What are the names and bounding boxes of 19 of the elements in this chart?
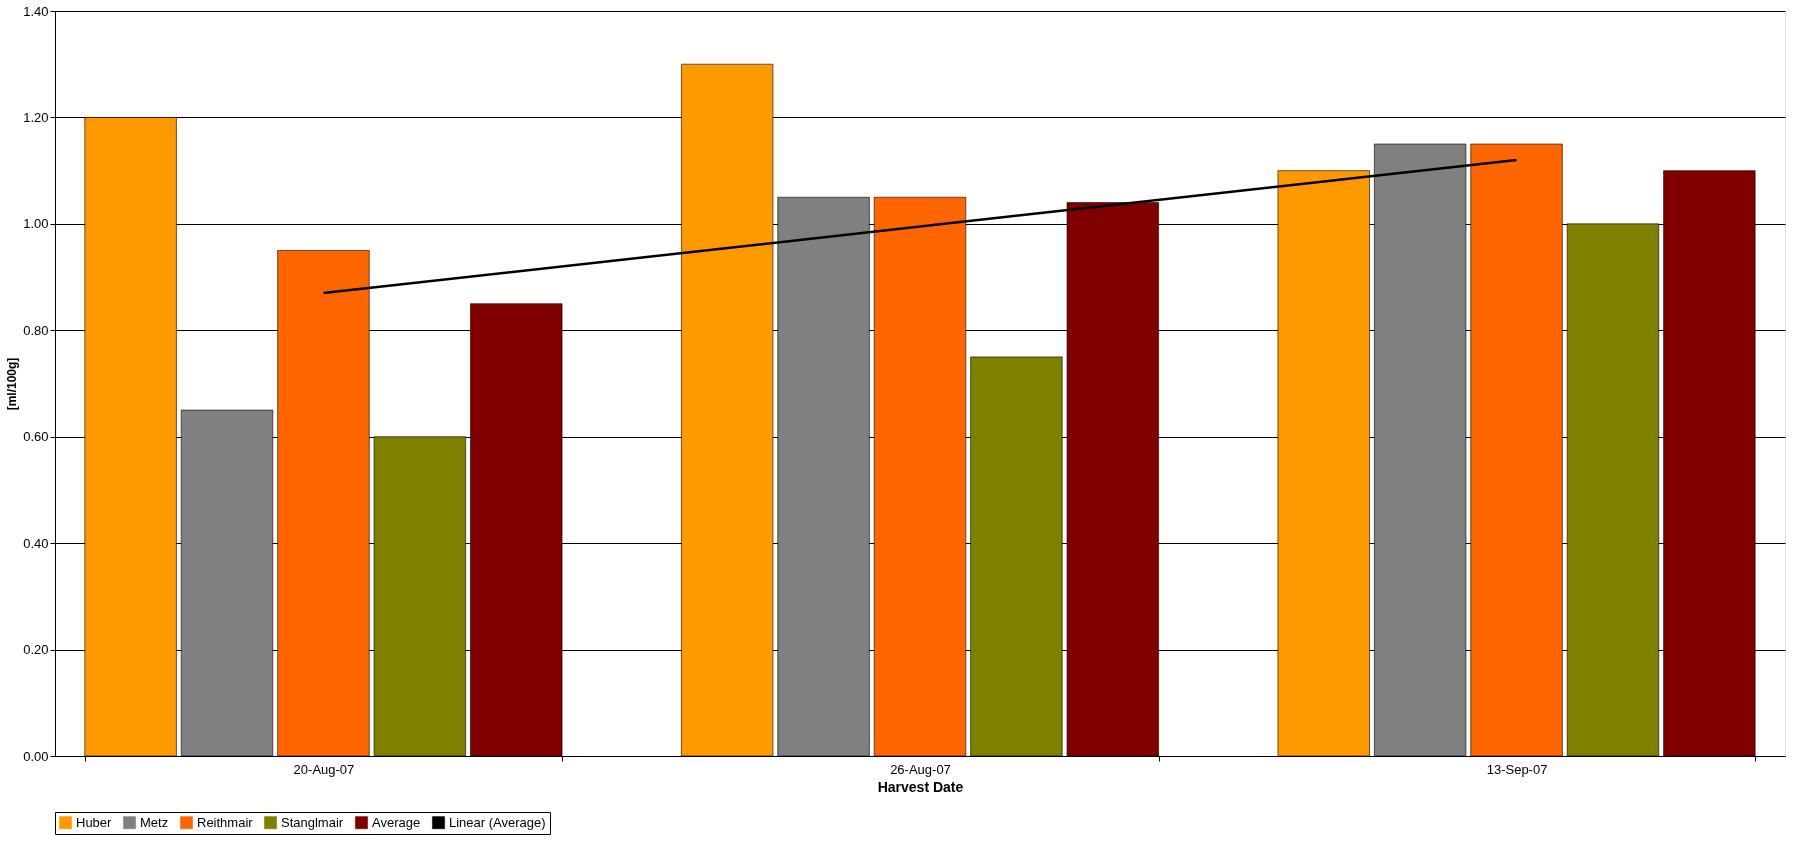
y-tick-label: 0.60 bbox=[23, 429, 49, 445]
y-tick-label: 0.80 bbox=[23, 322, 49, 338]
legend-label: Reithmair bbox=[197, 814, 254, 830]
legend-label: Huber bbox=[76, 814, 113, 830]
y-tick-label: 0.20 bbox=[23, 642, 49, 658]
x-tick-label: 20-Aug-07 bbox=[293, 761, 355, 777]
y-axis-title: [ml/100g] bbox=[5, 357, 20, 411]
y-tick-label: 0.40 bbox=[23, 535, 49, 551]
x-tick-label: 26-Aug-07 bbox=[890, 761, 951, 777]
x-axis-title: Harvest Date bbox=[877, 778, 964, 795]
y-tick-label: 1.40 bbox=[23, 3, 49, 19]
y-tick-label: 1.20 bbox=[23, 109, 49, 125]
legend-label: Stanglmair bbox=[281, 814, 344, 830]
legend-label: Average bbox=[372, 814, 421, 830]
y-tick-label: 1.00 bbox=[23, 216, 49, 232]
legend-label: Linear (Average) bbox=[449, 814, 546, 830]
x-tick-label: 13-Sep-07 bbox=[1486, 761, 1548, 777]
y-tick-label: 0.00 bbox=[23, 748, 49, 764]
legend-label: Metz bbox=[140, 814, 169, 830]
